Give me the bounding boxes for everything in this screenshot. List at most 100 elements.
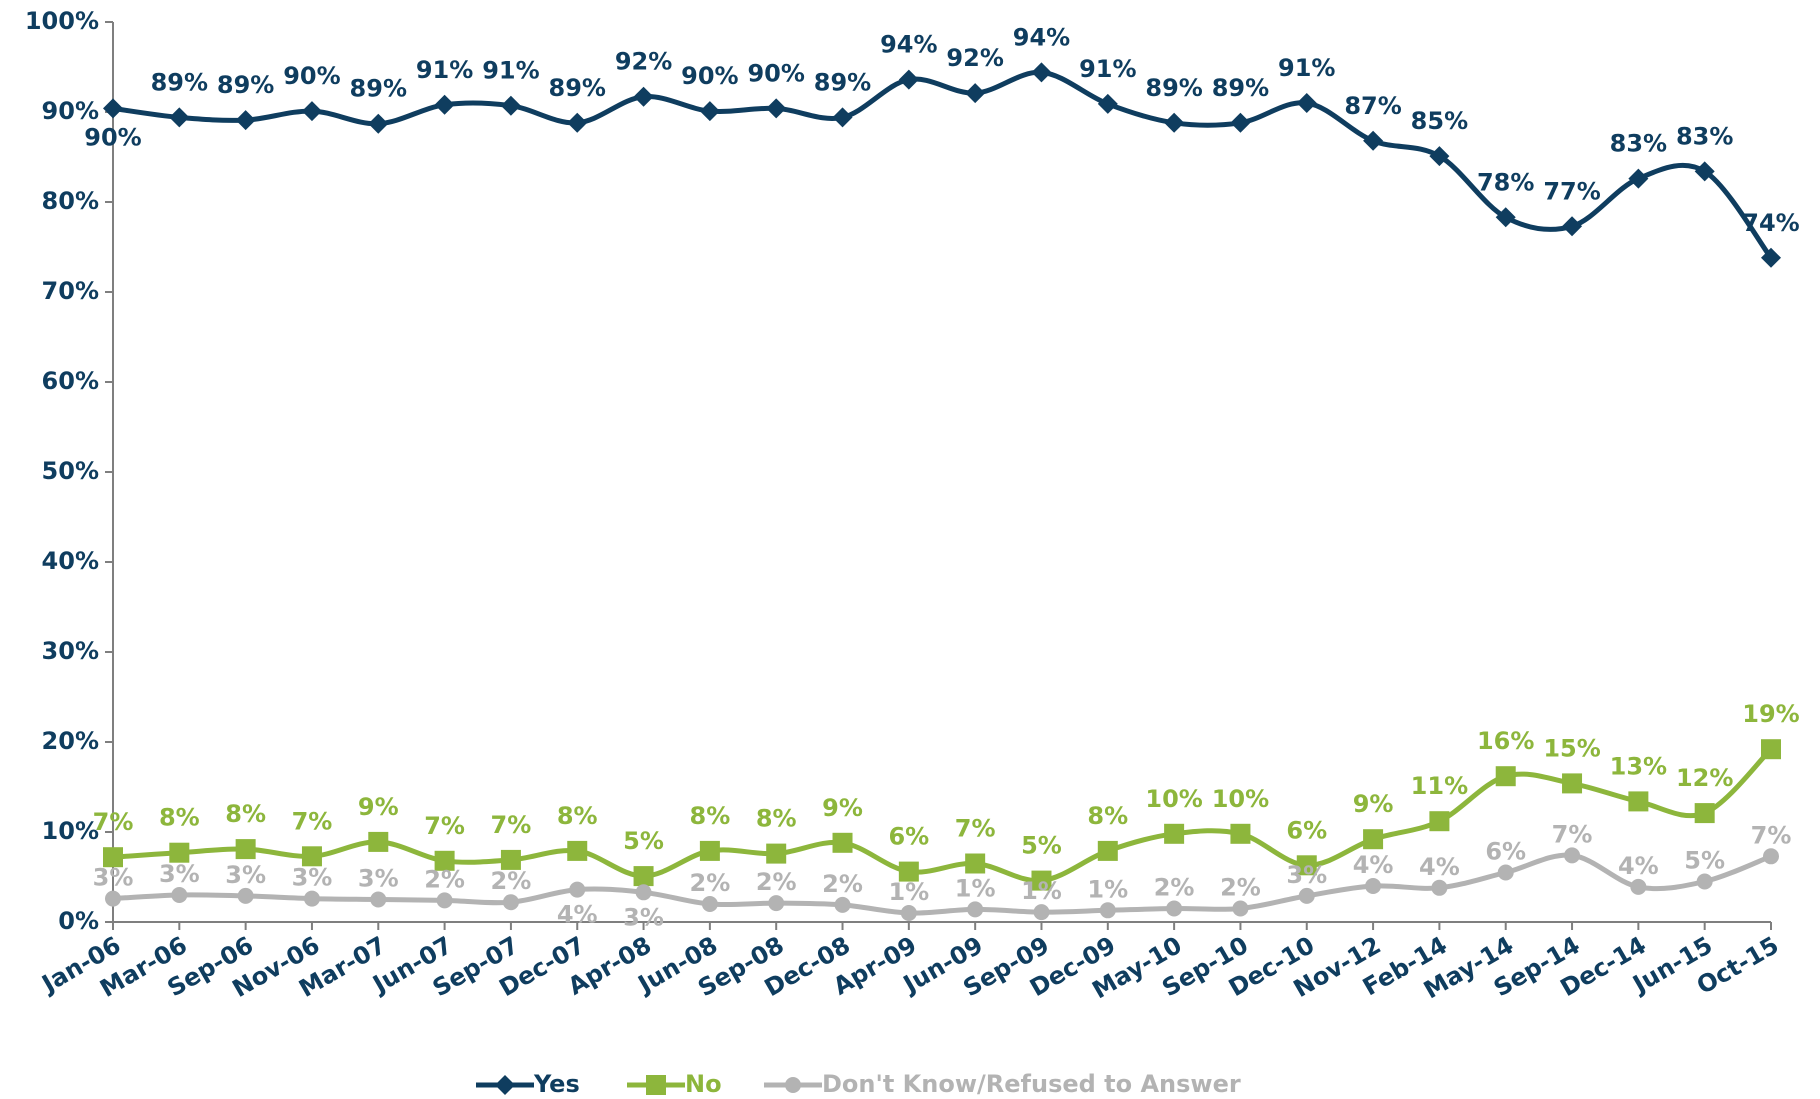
data-point <box>1099 902 1116 919</box>
data-point <box>965 83 986 104</box>
data-point <box>768 895 785 912</box>
data-point <box>1763 848 1779 865</box>
data-point <box>1296 855 1317 876</box>
legend-marker <box>785 1077 801 1093</box>
data-label: 5% <box>1021 832 1062 860</box>
data-point <box>1694 161 1715 182</box>
data-point <box>1232 900 1249 917</box>
data-point <box>235 110 256 131</box>
data-label: 1% <box>1021 877 1062 905</box>
data-point <box>569 881 586 898</box>
data-label: 8% <box>225 800 266 828</box>
data-label: 89% <box>1145 74 1202 102</box>
data-point <box>1431 879 1448 896</box>
data-point <box>105 890 121 907</box>
data-label: 89% <box>1212 74 1269 102</box>
data-point <box>434 850 455 871</box>
data-point <box>898 861 919 882</box>
data-point <box>1097 93 1118 114</box>
y-tick-label: 70% <box>42 277 99 305</box>
data-point <box>567 840 588 861</box>
data-label: 2% <box>491 867 532 895</box>
data-label: 89% <box>151 68 208 96</box>
data-label: 90% <box>747 59 804 87</box>
data-point <box>235 839 256 860</box>
data-label: 7% <box>955 815 996 843</box>
data-point <box>1562 216 1583 237</box>
data-label: 89% <box>350 75 407 103</box>
data-point <box>1495 766 1516 787</box>
y-tick-label: 40% <box>42 547 99 575</box>
data-point <box>633 86 654 107</box>
legend-marker <box>495 1075 515 1095</box>
y-tick-label: 80% <box>42 187 99 215</box>
data-point <box>965 853 986 874</box>
data-point <box>1630 878 1647 895</box>
data-point <box>967 901 984 918</box>
data-label: 77% <box>1543 177 1600 205</box>
data-label: 8% <box>1087 802 1128 830</box>
legend-label: No <box>685 1070 722 1098</box>
data-point <box>370 891 387 908</box>
data-label: 87% <box>1344 92 1401 120</box>
legend-label: Yes <box>533 1070 580 1098</box>
data-point <box>1495 207 1516 228</box>
data-label: 89% <box>814 68 871 96</box>
data-label: 92% <box>615 48 672 76</box>
data-label: 2% <box>756 868 797 896</box>
data-label: 3% <box>623 903 664 931</box>
data-label: 15% <box>1543 734 1600 762</box>
data-point <box>832 832 853 853</box>
data-point <box>1296 93 1317 113</box>
data-label: 83% <box>1610 130 1667 158</box>
y-tick-label: 10% <box>42 817 99 845</box>
data-point <box>1033 904 1050 921</box>
data-point <box>1628 168 1649 189</box>
data-label: 7% <box>424 812 465 840</box>
data-label: 78% <box>1477 168 1534 196</box>
data-point <box>633 866 654 887</box>
data-label: 8% <box>690 802 731 830</box>
legend-marker <box>646 1075 666 1095</box>
data-label: 16% <box>1477 727 1534 755</box>
data-point <box>1031 870 1052 891</box>
data-label: 3% <box>292 864 333 892</box>
data-point <box>1166 900 1183 917</box>
data-label: 5% <box>1684 847 1725 875</box>
data-label: 89% <box>217 71 274 99</box>
data-label: 2% <box>1154 874 1195 902</box>
data-point <box>169 107 190 128</box>
data-point <box>301 101 322 122</box>
data-point <box>900 905 917 921</box>
data-label: 3% <box>225 861 266 889</box>
data-label: 85% <box>1411 107 1468 135</box>
data-label: 91% <box>1278 54 1335 82</box>
y-tick-label: 20% <box>42 727 99 755</box>
data-label: 7% <box>491 811 532 839</box>
data-point <box>898 69 919 90</box>
data-label: 94% <box>880 31 937 59</box>
data-point <box>635 884 652 901</box>
data-point <box>434 94 455 115</box>
data-label: 91% <box>1079 55 1136 83</box>
data-point <box>1097 840 1118 861</box>
data-point <box>699 840 720 861</box>
data-point <box>766 843 787 864</box>
data-point <box>303 890 320 907</box>
data-label: 2% <box>424 865 465 893</box>
data-label: 8% <box>159 804 200 832</box>
y-tick-label: 60% <box>42 367 99 395</box>
data-label: 7% <box>1751 821 1792 849</box>
data-label: 11% <box>1411 772 1468 800</box>
data-label: 3% <box>93 864 134 892</box>
data-point <box>368 113 389 134</box>
data-point <box>237 887 254 904</box>
data-label: 6% <box>1485 838 1526 866</box>
data-point <box>171 887 188 903</box>
data-label: 92% <box>946 44 1003 72</box>
data-label: 7% <box>292 807 333 835</box>
data-label: 2% <box>822 870 863 898</box>
data-label: 19% <box>1742 700 1799 728</box>
data-label: 3% <box>159 860 200 888</box>
